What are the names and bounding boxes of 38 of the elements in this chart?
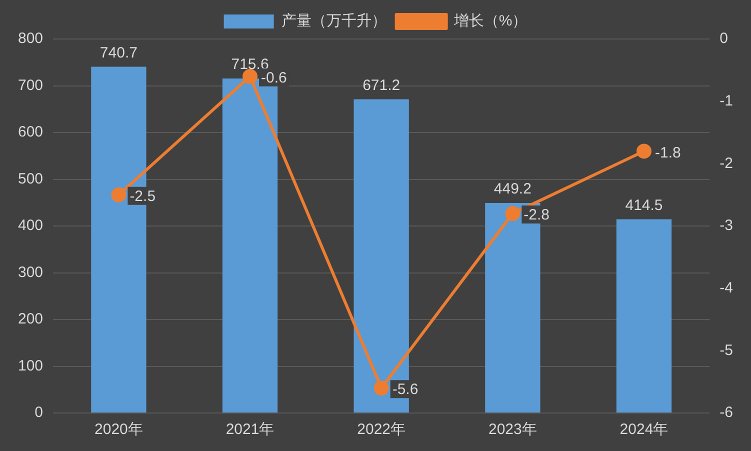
legend-label: 增长（%） [452, 12, 528, 30]
y2-tick-label: -5 [720, 342, 734, 359]
bar [616, 219, 672, 412]
y-tick-label: 300 [18, 264, 44, 281]
point [374, 380, 389, 396]
point [242, 68, 258, 84]
data-label: 740.7 [100, 44, 138, 62]
x-tick-label: 2024年 [620, 421, 668, 438]
x-tick-label: 2023年 [488, 421, 537, 438]
y-tick-label: 500 [18, 170, 44, 188]
y-tick-label: 600 [18, 124, 44, 141]
x-tick-label: 2021年 [226, 421, 274, 438]
y2-tick-label: -3 [720, 217, 734, 234]
point [505, 206, 520, 222]
y-tick-label: 0 [34, 404, 44, 422]
y2-tick-label: -4 [720, 279, 734, 296]
y-tick-label: 800 [18, 30, 44, 48]
x-tick-label: 2020年 [94, 421, 143, 438]
y-tick-label: 200 [18, 310, 44, 328]
y2-tick-label: 0 [720, 30, 728, 48]
y-tick-label: 100 [18, 357, 44, 374]
legend-label: 产量（万千升） [281, 12, 386, 30]
y2-tick-label: -2 [720, 154, 734, 172]
data-label: -0.6 [261, 70, 287, 87]
data-label: -1.8 [655, 144, 681, 162]
y2-tick-label: -1 [720, 92, 734, 110]
data-label: -5.6 [392, 381, 418, 398]
data-label: 671.2 [362, 76, 400, 94]
point [111, 187, 126, 202]
point [636, 144, 652, 159]
y-tick-label: 400 [18, 217, 44, 234]
data-label: 449.2 [494, 180, 532, 198]
y2-tick-label: -6 [720, 404, 734, 422]
y-tick-label: 700 [18, 76, 44, 94]
data-label: 414.5 [625, 196, 663, 214]
data-label: -2.8 [524, 206, 550, 224]
data-label: -2.5 [130, 188, 156, 205]
x-tick-label: 2022年 [357, 421, 406, 438]
